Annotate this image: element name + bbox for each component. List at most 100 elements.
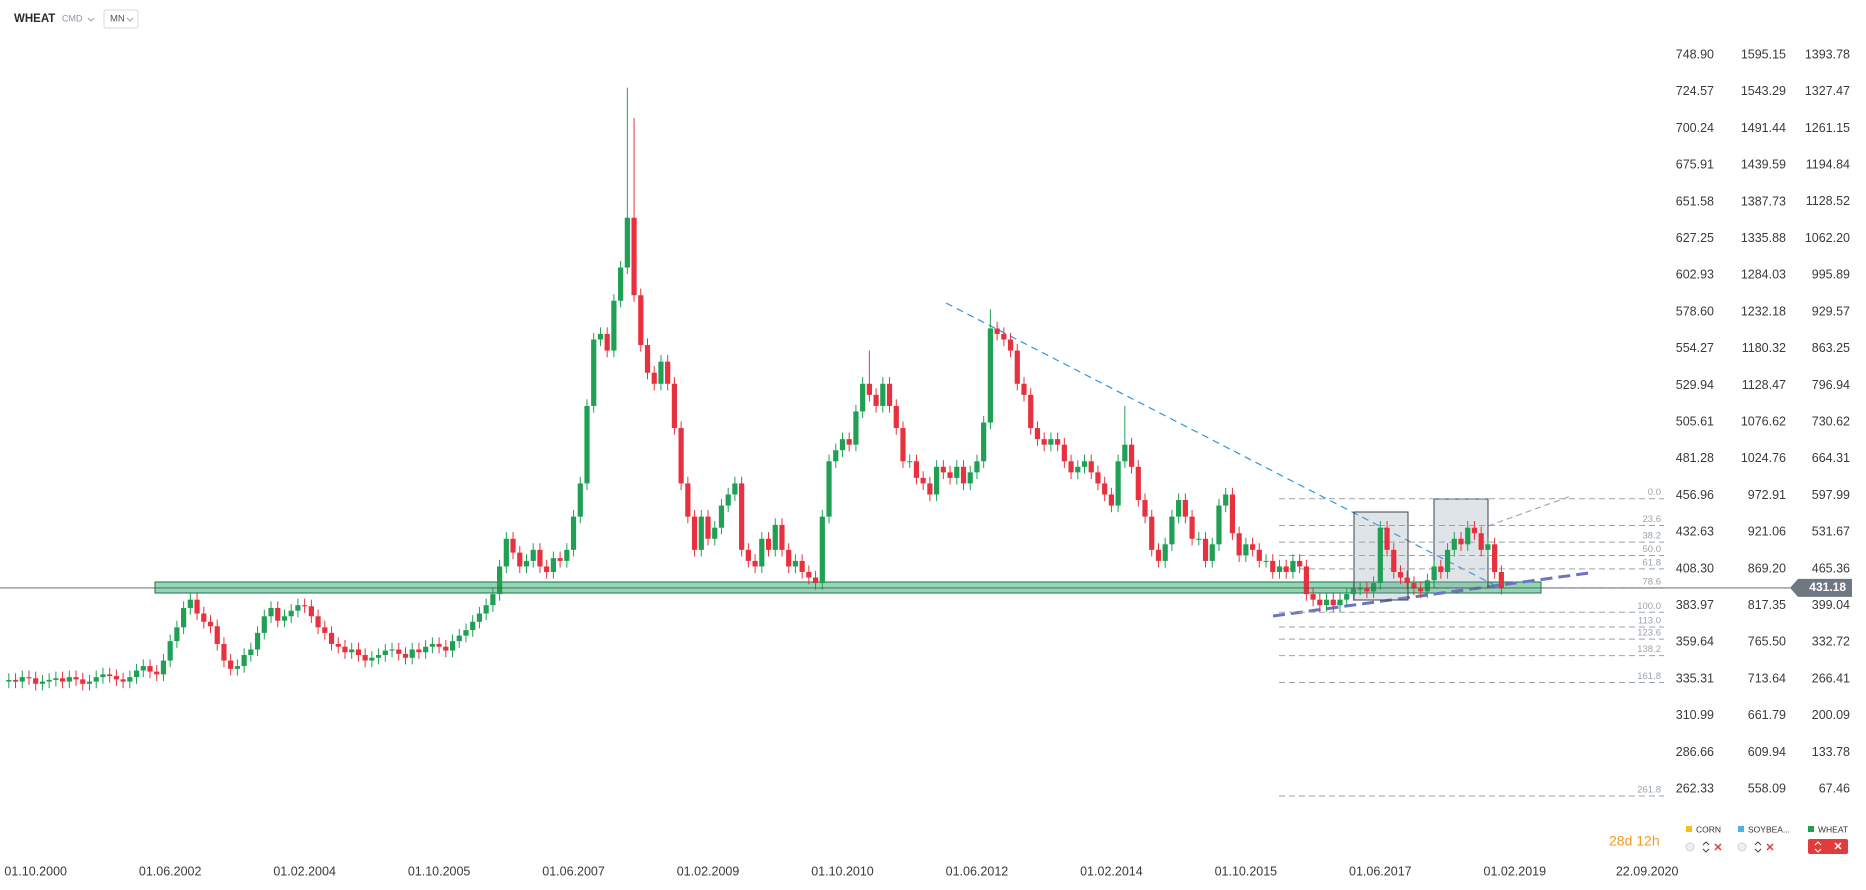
candle-body <box>33 678 39 684</box>
legend-sort[interactable] <box>1814 841 1822 853</box>
candle-body <box>1270 560 1276 572</box>
candle-body <box>1364 588 1370 592</box>
x-tick-label: 01.06.2017 <box>1349 864 1412 878</box>
legend-remove[interactable] <box>1714 843 1722 851</box>
candle-body <box>987 328 993 423</box>
candle-body <box>160 660 167 675</box>
legend-label: CORN <box>1696 824 1721 834</box>
candle-body <box>302 605 308 607</box>
candle-body <box>127 677 133 682</box>
y-tick-label: 664.31 <box>1812 451 1850 465</box>
candle-body <box>1128 444 1135 467</box>
candle-body <box>759 538 765 567</box>
fib-label: 23.6 <box>1643 514 1662 525</box>
fib-label: 123.6 <box>1637 628 1661 639</box>
candle-body <box>254 632 261 650</box>
y-tick-label: 133.78 <box>1812 745 1850 759</box>
x-tick-label: 01.02.2019 <box>1484 864 1547 878</box>
legend-swatch <box>1686 826 1692 832</box>
y-tick-label: 713.64 <box>1748 671 1786 685</box>
y-tick-label: 554.27 <box>1676 341 1714 355</box>
candle-body <box>1122 444 1128 462</box>
candle-body <box>503 538 509 567</box>
x-tick-label: 01.02.2004 <box>273 864 336 878</box>
y-tick-label: 1261.15 <box>1805 121 1850 135</box>
fib-label: 61.8 <box>1643 557 1662 568</box>
candle-body <box>483 605 489 614</box>
candle-body <box>826 461 832 517</box>
legend-remove[interactable] <box>1766 843 1774 851</box>
candle-body <box>1088 461 1094 473</box>
projection-line[interactable] <box>1487 495 1572 527</box>
x-tick-label: 01.06.2012 <box>946 864 1009 878</box>
candle-body <box>1297 560 1303 567</box>
candle-body <box>812 577 819 584</box>
candle-body <box>39 681 46 684</box>
market-dropdown[interactable] <box>87 17 95 22</box>
candle-body <box>1081 461 1088 467</box>
candle-body <box>1485 544 1491 550</box>
candle-body <box>288 610 294 617</box>
interval[interactable]: MN <box>110 14 125 25</box>
y-tick-label: 332.72 <box>1812 635 1850 649</box>
y-tick-label: 627.25 <box>1676 231 1714 245</box>
candle-body <box>497 566 503 595</box>
candle-body <box>375 655 382 658</box>
candle-body <box>1102 483 1108 495</box>
candle-body <box>1431 566 1437 581</box>
candle-body <box>913 461 920 478</box>
candle-body <box>1310 594 1316 600</box>
candle-body <box>517 552 523 567</box>
legend-label: SOYBEA... <box>1748 824 1790 834</box>
candle-body <box>597 333 604 340</box>
legend-swatch <box>1808 826 1814 832</box>
candle-body <box>1155 549 1162 561</box>
candle-body <box>1028 394 1034 429</box>
candle-body <box>409 649 415 658</box>
interval-box[interactable] <box>103 9 139 29</box>
fib-label: 78.6 <box>1643 576 1662 587</box>
legend-visibility[interactable] <box>1737 842 1747 852</box>
market[interactable]: CMD <box>62 13 83 23</box>
candle-body <box>550 558 556 572</box>
candle-body <box>382 650 388 656</box>
candle-body <box>133 670 140 678</box>
symbol[interactable]: WHEAT <box>14 13 55 25</box>
candle-body <box>631 217 637 296</box>
candle-body <box>1068 461 1074 473</box>
candle-body <box>644 345 651 373</box>
legend-active[interactable] <box>1808 839 1848 854</box>
y-tick-label: 67.46 <box>1819 782 1850 796</box>
candle-body <box>1444 549 1451 572</box>
x-tick-label: 22.09.2020 <box>1616 864 1679 878</box>
candle-body <box>611 300 617 351</box>
y-tick-label: 1543.29 <box>1741 84 1786 98</box>
candle-body <box>1055 439 1061 445</box>
fib-label: 161.8 <box>1637 671 1661 682</box>
legend-remove[interactable] <box>1834 842 1842 850</box>
candle-body <box>113 676 119 680</box>
candle-body <box>470 621 476 631</box>
candle-body <box>1162 544 1168 561</box>
candle-body <box>886 383 893 406</box>
candle-body <box>691 516 698 550</box>
y-tick-label: 609.94 <box>1748 745 1786 759</box>
y-tick-label: 921.06 <box>1748 525 1786 539</box>
candle-body <box>12 679 19 682</box>
candle-body <box>1498 571 1504 588</box>
timer: 28d 12h <box>1609 833 1660 849</box>
candle-body <box>1189 516 1195 539</box>
y-tick-label: 700.24 <box>1676 121 1714 135</box>
y-tick-label: 597.99 <box>1812 488 1850 502</box>
legend-sort[interactable] <box>1754 841 1762 853</box>
candle-body <box>1303 566 1309 595</box>
legend-visibility[interactable] <box>1685 842 1695 852</box>
candle-body <box>6 679 12 682</box>
candle-body <box>187 599 193 608</box>
candle-body <box>147 666 153 672</box>
x-tick-label: 01.06.2007 <box>542 864 605 878</box>
candle-body <box>698 516 704 550</box>
legend-sort[interactable] <box>1702 841 1710 853</box>
candle-body <box>490 594 496 606</box>
